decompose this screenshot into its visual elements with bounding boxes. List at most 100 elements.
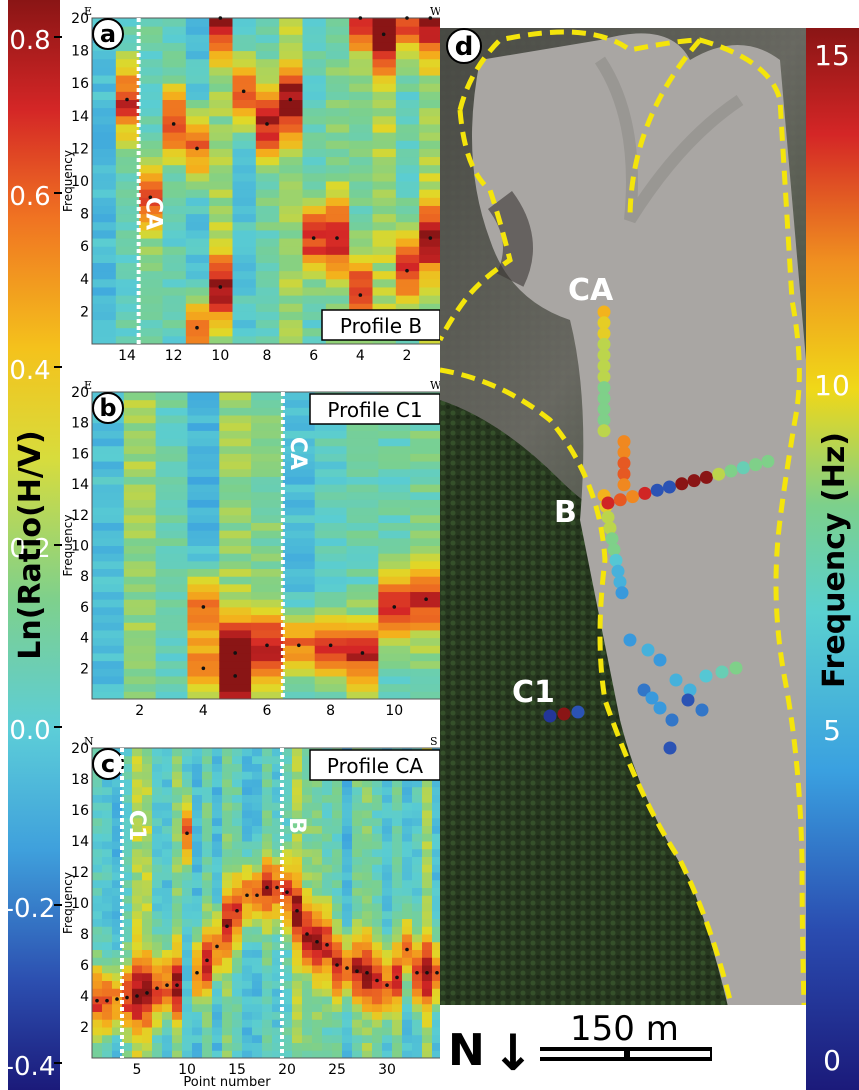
heatmap-cell (410, 622, 440, 631)
heatmap-cell (162, 856, 173, 865)
heatmap-cell (372, 286, 396, 296)
heatmap-cell (115, 303, 140, 312)
peak-point (335, 963, 339, 967)
heatmap-cell (262, 895, 273, 904)
heatmap-cell (342, 941, 353, 950)
heatmap-cell (92, 491, 125, 500)
heatmap-cell (142, 1027, 153, 1036)
heatmap-cell (208, 140, 233, 149)
heatmap-cell (251, 652, 284, 662)
heatmap-cell (112, 949, 123, 958)
heatmap-cell (172, 833, 183, 842)
heatmap-cell (282, 530, 316, 539)
heatmap-cell (185, 99, 210, 109)
heatmap-cell (182, 910, 193, 919)
heatmap-cell (219, 407, 252, 416)
survey-point-ca (597, 413, 611, 427)
heatmap-cell (412, 817, 423, 826)
heatmap-cell (418, 132, 440, 141)
heatmap-cell (278, 311, 303, 321)
heatmap-cell (255, 303, 280, 312)
heatmap-cell (182, 763, 193, 772)
heatmap-cell (138, 58, 163, 68)
heatmap-cell (112, 965, 123, 974)
heatmap-cell (262, 949, 273, 958)
heatmap-cell (332, 817, 343, 826)
heatmap-cell (122, 1042, 133, 1051)
heatmap-cell (255, 181, 280, 190)
heatmap-cell (418, 270, 440, 280)
heatmap-cell (282, 537, 316, 546)
heatmap-cell (162, 895, 173, 904)
heatmap-cell (314, 545, 348, 554)
heatmap-cell (292, 957, 303, 966)
heatmap-cell (162, 802, 173, 811)
heatmap-cell (242, 771, 253, 780)
heatmap-cell (362, 996, 373, 1005)
heatmap-cell (232, 221, 256, 231)
heatmap-cell (92, 1050, 103, 1059)
heatmap-cell (102, 879, 113, 888)
heatmap-cell (342, 817, 353, 826)
heatmap-cell (422, 1050, 433, 1059)
heatmap-cell (219, 576, 252, 585)
heatmap-cell (192, 895, 203, 904)
heatmap-cell (302, 810, 313, 819)
heatmap-cell (382, 810, 393, 819)
heatmap-cell (432, 1019, 440, 1028)
heatmap-cell (325, 270, 350, 280)
heatmap-cell (192, 965, 203, 974)
heatmap-cell (222, 879, 233, 888)
heatmap-cell (278, 270, 303, 280)
heatmap-cell (187, 599, 220, 608)
heatmap-cell (112, 988, 123, 997)
heatmap-cell (302, 99, 326, 109)
survey-point-ca (617, 478, 631, 492)
heatmap-cell (302, 278, 326, 288)
heatmap-cell (152, 910, 163, 919)
heatmap-cell (314, 675, 348, 685)
heatmap-cell (251, 407, 284, 416)
heatmap-cell (362, 848, 373, 857)
heatmap-cell (378, 484, 411, 493)
heatmap-cell (232, 1019, 243, 1028)
heatmap-cell (342, 1050, 353, 1059)
heatmap-cell (92, 957, 103, 966)
heatmap-cell (372, 107, 396, 117)
heatmap-cell (102, 802, 113, 811)
heatmap-cell (302, 238, 326, 247)
heatmap-cell (132, 755, 143, 764)
heatmap-cell (378, 645, 411, 654)
heatmap-cell (219, 560, 252, 570)
heatmap-cell (232, 856, 243, 865)
heatmap-cell (392, 879, 403, 888)
heatmap-cell (432, 980, 440, 989)
heatmap-cell (302, 980, 313, 989)
heatmap-cell (122, 779, 133, 788)
heatmap-cell (346, 537, 379, 546)
heatmap-cell (122, 996, 133, 1005)
heatmap-cell (382, 1003, 393, 1012)
heatmap-cell (122, 949, 133, 958)
heatmap-cell (412, 996, 423, 1005)
heatmap-cell (252, 848, 263, 857)
heatmap-cell (332, 972, 343, 981)
heatmap-cell (202, 748, 213, 757)
heatmap-cell (232, 957, 243, 966)
direction-left: N (84, 735, 94, 748)
heatmap-cell (322, 918, 333, 927)
heatmap-cell (122, 972, 133, 981)
heatmap-cell (410, 660, 440, 669)
heatmap-cell (352, 872, 363, 881)
heatmap-cell (322, 957, 333, 966)
heatmap-cell (272, 988, 283, 997)
heatmap-cell (222, 965, 233, 974)
heatmap-cell (422, 872, 433, 881)
heatmap-cell (278, 229, 303, 239)
heatmap-cell (187, 415, 220, 424)
heatmap-cell (282, 755, 293, 764)
heatmap-cell (262, 841, 273, 850)
heatmap-cell (232, 229, 256, 239)
heatmap-cell (272, 1050, 283, 1059)
heatmap-cell (142, 848, 153, 857)
